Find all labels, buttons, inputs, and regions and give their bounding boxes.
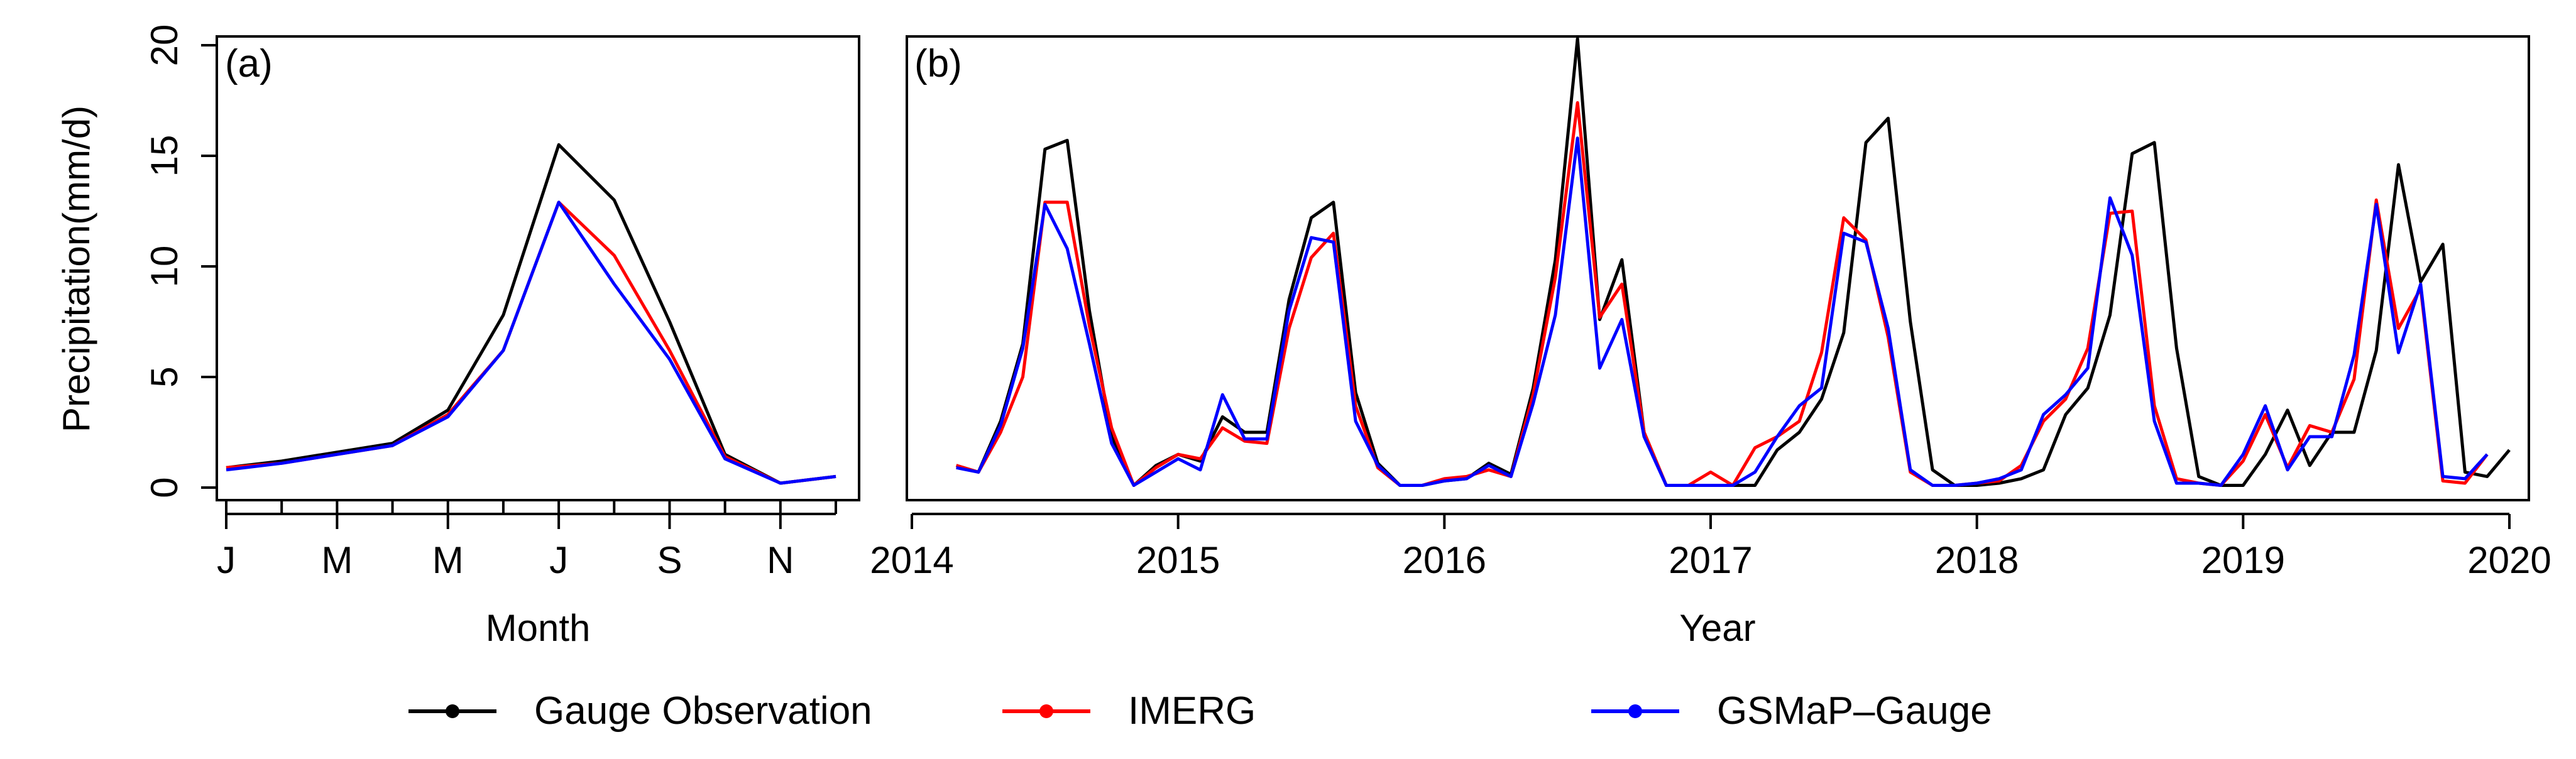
x-tick-label: 2014 [870,539,953,581]
x-tick-label: 2015 [1136,539,1220,581]
x-tick-label: M [321,539,353,581]
panel-a-line-gsmap [226,200,836,485]
x-tick-label: 2016 [1403,539,1486,581]
panel-a-y-axis: 0 5 10 15 20 [143,25,217,498]
panel-a-line-gauge [226,143,836,485]
panel-a-line-imerg [226,200,836,485]
panel-b-xlabel: Year [1679,607,1755,649]
x-tick-label: M [432,539,464,581]
legend-marker-imerg [1039,704,1053,718]
legend-item-gsmap: GSMaP–Gauge [1591,689,1992,733]
legend-marker-gauge [446,704,459,718]
panel-b-line-gsmap [956,136,2489,487]
legend: Gauge Observation IMERG GSMaP–Gauge [408,689,1992,733]
legend-label-gsmap: GSMaP–Gauge [1717,689,1992,733]
panel-a-series [226,143,836,485]
x-tick-label: 2020 [2467,539,2551,581]
y-tick-label: 5 [143,366,185,387]
y-tick-label: 15 [143,135,185,177]
panel-b-x-axis: 2014 2015 2016 2017 2018 2019 2020 [870,513,2551,581]
legend-item-imerg: IMERG [1002,689,1256,733]
panel-b-series [955,36,2511,487]
panel-a-label: (a) [225,42,273,85]
y-tick-label: 0 [143,477,185,498]
x-tick-label: 2018 [1935,539,2019,581]
x-tick-label: N [767,539,794,581]
panel-b-frame [906,35,2530,501]
legend-item-gauge: Gauge Observation [408,689,872,733]
y-tick-label: 10 [143,246,185,288]
panel-b-line-imerg [955,101,2489,487]
legend-marker-gsmap [1628,704,1642,718]
x-tick-label: J [549,539,568,581]
panel-a-frame [216,35,860,501]
panel-a: 0 5 10 15 20 J M M J S N (a) Month Precipitation(… [55,25,860,649]
panel-b: 2014 2015 2016 2017 2018 2019 2020 (b) Year [870,35,2551,649]
x-tick-label: S [657,539,682,581]
panel-a-xlabel: Month [486,607,591,649]
panel-b-line-gauge [955,36,2511,487]
x-tick-label: J [217,539,236,581]
y-tick-label: 20 [143,25,185,67]
x-tick-label: 2017 [1669,539,1752,581]
y-axis-label: Precipitation(mm/d) [55,106,97,432]
x-tick-label: 2019 [2201,539,2285,581]
legend-label-gauge: Gauge Observation [534,689,872,733]
panel-b-label: (b) [914,42,962,85]
legend-label-imerg: IMERG [1128,689,1256,733]
